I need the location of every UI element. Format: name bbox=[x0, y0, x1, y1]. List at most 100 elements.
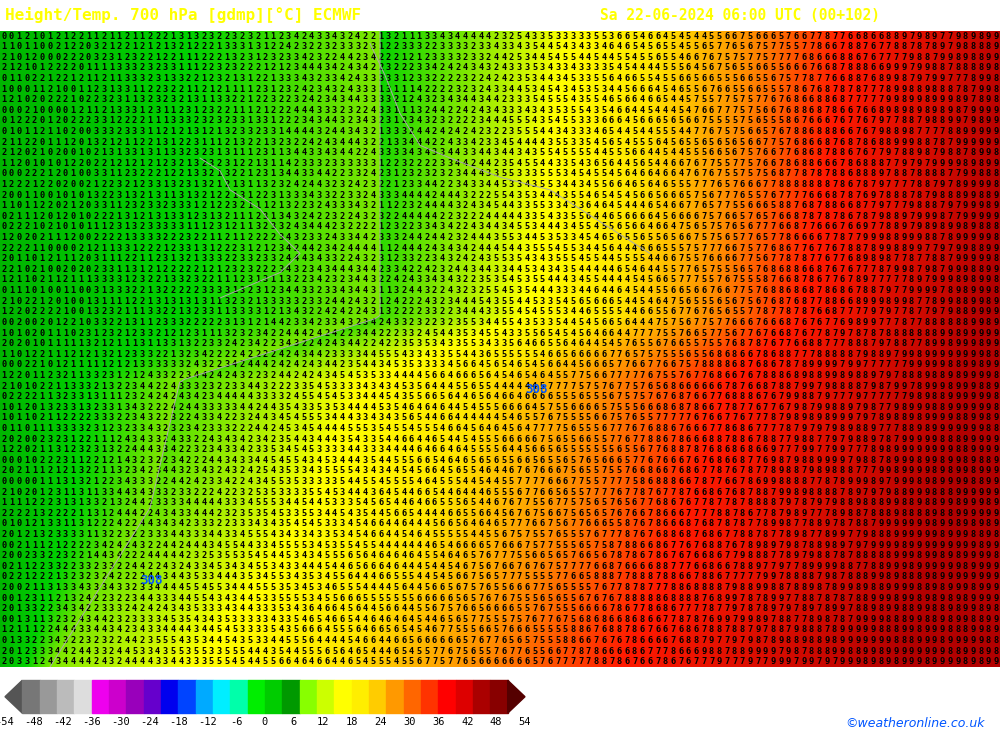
Text: 0: 0 bbox=[78, 95, 83, 104]
Text: 3: 3 bbox=[340, 530, 345, 539]
Text: 3: 3 bbox=[478, 117, 483, 125]
Text: 9: 9 bbox=[809, 466, 814, 476]
Text: 1: 1 bbox=[124, 95, 130, 104]
Text: 8: 8 bbox=[801, 583, 806, 592]
Text: 2: 2 bbox=[186, 276, 191, 284]
Text: 6: 6 bbox=[540, 604, 545, 614]
Text: 3: 3 bbox=[363, 254, 368, 263]
Text: 5: 5 bbox=[447, 572, 453, 581]
Text: 3: 3 bbox=[263, 254, 268, 263]
Text: 7: 7 bbox=[894, 180, 899, 189]
Text: 4: 4 bbox=[563, 43, 568, 51]
Text: 2: 2 bbox=[270, 339, 276, 348]
Text: 5: 5 bbox=[501, 456, 506, 465]
Text: 3: 3 bbox=[132, 74, 137, 83]
Text: 5: 5 bbox=[455, 361, 460, 369]
Text: 2: 2 bbox=[170, 487, 176, 496]
Text: 5: 5 bbox=[594, 276, 599, 284]
Text: 5: 5 bbox=[463, 615, 468, 624]
Text: 9: 9 bbox=[801, 413, 806, 422]
Text: 2: 2 bbox=[432, 84, 437, 94]
Text: 6: 6 bbox=[755, 138, 760, 147]
Text: 7: 7 bbox=[532, 466, 537, 476]
Text: 5: 5 bbox=[247, 572, 253, 581]
Text: 3: 3 bbox=[132, 202, 137, 210]
Text: 4: 4 bbox=[594, 138, 599, 147]
Text: 2: 2 bbox=[432, 43, 437, 51]
Text: 8: 8 bbox=[847, 647, 853, 655]
Text: 2: 2 bbox=[232, 95, 237, 104]
Text: 8: 8 bbox=[678, 402, 683, 412]
Text: 9: 9 bbox=[932, 435, 937, 443]
Text: 8: 8 bbox=[917, 551, 922, 560]
Text: 3: 3 bbox=[209, 381, 214, 391]
Text: 2: 2 bbox=[255, 84, 260, 94]
Text: 6: 6 bbox=[732, 254, 737, 263]
Text: 6: 6 bbox=[432, 392, 437, 401]
Text: 6: 6 bbox=[355, 594, 360, 603]
Text: 2: 2 bbox=[109, 520, 114, 528]
Text: 0: 0 bbox=[32, 487, 37, 496]
Text: 4: 4 bbox=[578, 53, 583, 62]
Text: 7: 7 bbox=[440, 647, 445, 655]
Text: 2: 2 bbox=[301, 297, 306, 306]
Text: 9: 9 bbox=[986, 435, 991, 443]
Text: 3: 3 bbox=[78, 487, 83, 496]
Text: 6: 6 bbox=[617, 445, 622, 454]
Text: 0: 0 bbox=[24, 84, 30, 94]
Text: 3: 3 bbox=[55, 498, 60, 507]
Text: 8: 8 bbox=[963, 307, 968, 317]
Text: 3: 3 bbox=[394, 148, 399, 158]
Text: 2: 2 bbox=[40, 202, 45, 210]
Text: 6: 6 bbox=[817, 84, 822, 94]
Text: 5: 5 bbox=[386, 658, 391, 666]
Text: 2: 2 bbox=[478, 127, 483, 136]
Text: 2: 2 bbox=[163, 32, 168, 40]
Text: 4: 4 bbox=[432, 212, 437, 221]
Text: 4: 4 bbox=[617, 328, 622, 337]
Text: 3: 3 bbox=[517, 95, 522, 104]
Text: 4: 4 bbox=[586, 339, 591, 348]
Text: 2: 2 bbox=[440, 84, 445, 94]
Text: 7: 7 bbox=[832, 615, 837, 624]
Text: 6: 6 bbox=[632, 498, 637, 507]
Text: 3: 3 bbox=[240, 43, 245, 51]
Text: 8: 8 bbox=[647, 466, 653, 476]
Text: 5: 5 bbox=[701, 265, 706, 274]
Text: 2: 2 bbox=[232, 413, 237, 422]
Text: 2: 2 bbox=[155, 540, 160, 550]
Text: 6: 6 bbox=[609, 392, 614, 401]
Text: 5: 5 bbox=[263, 498, 268, 507]
Text: 6: 6 bbox=[794, 159, 799, 168]
Text: 5: 5 bbox=[717, 159, 722, 168]
Text: 1: 1 bbox=[163, 106, 168, 115]
Text: 9: 9 bbox=[909, 413, 914, 422]
Text: 9: 9 bbox=[755, 647, 760, 655]
Text: 9: 9 bbox=[917, 561, 922, 571]
Text: 6: 6 bbox=[570, 424, 576, 433]
Text: 4: 4 bbox=[355, 456, 360, 465]
Text: 8: 8 bbox=[724, 509, 730, 517]
Text: 4: 4 bbox=[624, 138, 630, 147]
Text: 7: 7 bbox=[870, 95, 876, 104]
Text: 6: 6 bbox=[355, 625, 360, 635]
Text: 7: 7 bbox=[778, 647, 783, 655]
Text: 4: 4 bbox=[547, 74, 553, 83]
Text: 6: 6 bbox=[732, 371, 737, 380]
Text: 3: 3 bbox=[170, 520, 176, 528]
Text: 6: 6 bbox=[540, 445, 545, 454]
Text: 7: 7 bbox=[709, 509, 714, 517]
Text: 7: 7 bbox=[747, 307, 753, 317]
Text: 7: 7 bbox=[755, 520, 760, 528]
Text: 7: 7 bbox=[670, 625, 676, 635]
Text: 9: 9 bbox=[940, 381, 945, 391]
Text: 1: 1 bbox=[378, 222, 383, 232]
Text: 4: 4 bbox=[270, 520, 276, 528]
Text: 8: 8 bbox=[863, 551, 868, 560]
Text: 7: 7 bbox=[601, 594, 606, 603]
Text: 8: 8 bbox=[755, 339, 760, 348]
Text: 7: 7 bbox=[647, 583, 653, 592]
Text: 1: 1 bbox=[124, 307, 130, 317]
Text: 8: 8 bbox=[801, 297, 806, 306]
Text: 4: 4 bbox=[540, 138, 545, 147]
